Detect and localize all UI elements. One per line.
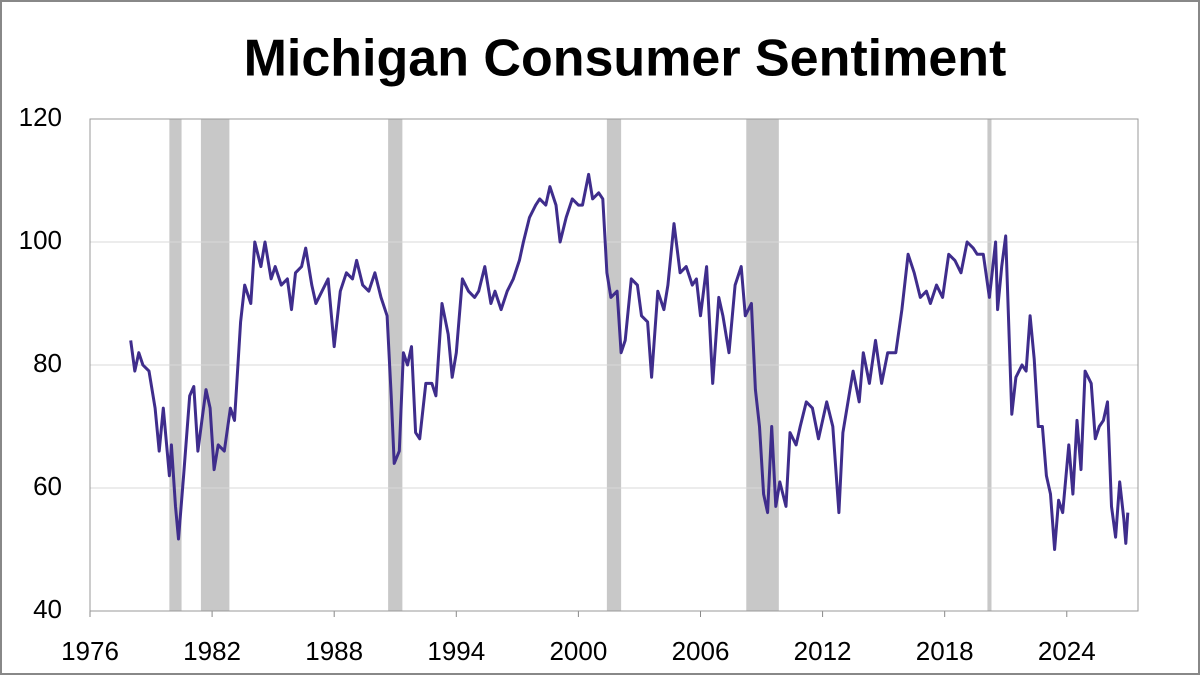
x-tick-label: 1988 bbox=[305, 636, 363, 666]
x-tick-label: 2012 bbox=[794, 636, 852, 666]
chart-title: Michigan Consumer Sentiment bbox=[244, 30, 1007, 88]
x-tick-label: 2000 bbox=[549, 636, 607, 666]
x-tick-label: 1982 bbox=[183, 636, 241, 666]
plot-border bbox=[89, 118, 1139, 612]
x-tick-label: 2018 bbox=[916, 636, 974, 666]
y-tick-label: 80 bbox=[33, 348, 62, 378]
x-tick-label: 2024 bbox=[1038, 636, 1096, 666]
y-tick-label: 100 bbox=[19, 225, 62, 255]
data-line bbox=[129, 172, 1130, 551]
y-tick-label: 120 bbox=[19, 102, 62, 132]
x-tick-label: 2006 bbox=[672, 636, 730, 666]
y-tick-label: 60 bbox=[33, 471, 62, 501]
y-tick-label: 40 bbox=[33, 594, 62, 624]
x-tick-label: 1994 bbox=[427, 636, 485, 666]
x-tick-label: 1976 bbox=[61, 636, 119, 666]
